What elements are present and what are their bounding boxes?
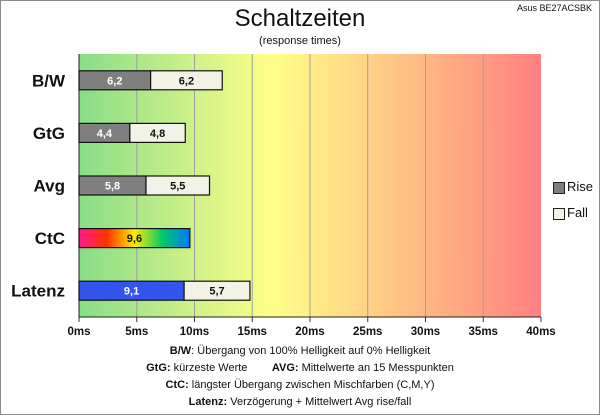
bar-rise-value-label: 4,4 [97,128,113,140]
category-label: Avg [34,177,66,196]
bar-fall-Avg [145,175,211,196]
legend-label-fall: Fall [567,205,588,220]
bar-fall-B/W [150,70,223,91]
x-tick-label: 0ms [67,326,90,338]
bar-fall-GtG [129,122,186,144]
x-tick-label: 10ms [180,326,209,338]
x-tick-label: 30ms [411,326,440,338]
bar-rise-value-label: 9,1 [124,286,139,298]
model-label: Asus BE27ACSBK [516,3,592,13]
bar-rise-value-label: 6,2 [107,75,122,87]
bar-rise-value-label: 9,6 [127,233,142,245]
note-latenz: Latenz: Verzögerung + Mittelwert Avg ris… [188,396,412,408]
x-tick-label: 5ms [125,326,148,338]
category-label: GtG [33,124,65,143]
bar-fall-value-label: 6,2 [179,75,194,87]
bar-rise-CtC [78,228,191,249]
chart-subtitle: (response times) [259,35,341,47]
bar-fall-value-label: 5,7 [209,286,224,298]
x-tick-label: 35ms [469,326,498,338]
category-label: CtC [35,229,65,248]
note-bw: B/W: Übergang von 100% Helligkeit auf 0%… [169,345,431,357]
chart-title: Schaltzeiten [234,5,366,32]
chart-notes: B/W: Übergang von 100% Helligkeit auf 0%… [0,343,600,411]
legend-swatch-fall [553,208,565,220]
x-tick-label: 40ms [526,326,555,338]
bar-fall-value-label: 5,5 [170,181,185,193]
note-ctc: CtC: längster Übergang zwischen Mischfar… [165,379,435,391]
legend-swatch-rise [553,182,565,194]
x-tick-label: 20ms [295,326,324,338]
bar-rise-value-label: 5,8 [105,181,120,193]
bar-fall-value-label: 4,8 [150,128,165,140]
x-tick-label: 25ms [353,326,382,338]
bar-fall-Latenz [183,280,251,301]
category-label: B/W [32,71,66,90]
note-gtg-avg: GtG: kürzeste Werte AVG: Mittelwerte an … [146,362,454,374]
category-label: Latenz [11,282,65,301]
legend-label-rise: Rise [567,179,594,194]
x-tick-label: 15ms [238,326,267,338]
